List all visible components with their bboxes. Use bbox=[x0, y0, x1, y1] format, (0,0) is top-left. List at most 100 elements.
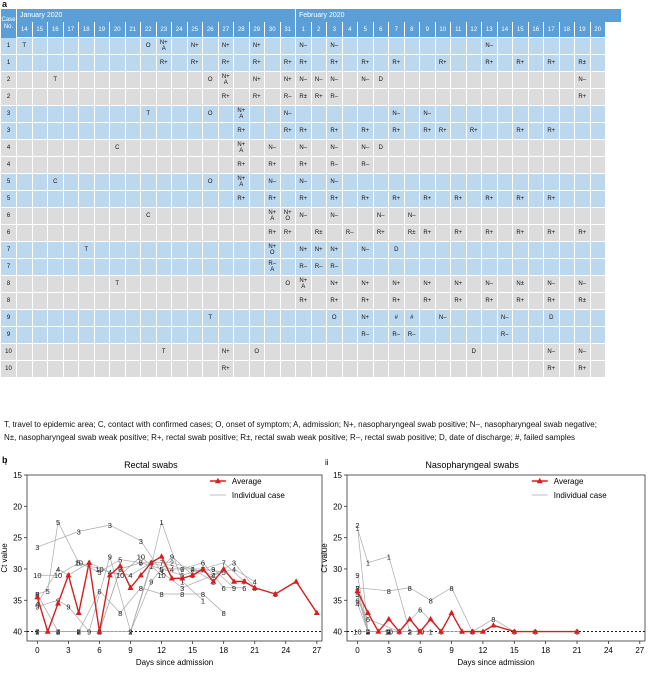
table-cell: N– bbox=[404, 208, 420, 225]
table-cell bbox=[187, 276, 203, 293]
x-tick-label: 24 bbox=[604, 646, 613, 655]
table-cell bbox=[513, 106, 529, 123]
table-cell bbox=[156, 327, 172, 344]
table-cell bbox=[389, 208, 405, 225]
table-cell: N+ bbox=[311, 242, 327, 259]
table-cell: N– bbox=[280, 106, 296, 123]
table-cell bbox=[466, 140, 482, 157]
table-cell bbox=[590, 208, 606, 225]
table-row: 6 R+ R+ R± R– R+ R± R+ R+ R+ R+ R+ R+ bbox=[1, 225, 638, 242]
table-cell: N– bbox=[327, 72, 343, 89]
y-tick-label: 25 bbox=[333, 534, 342, 543]
table-cell bbox=[280, 293, 296, 310]
table-cell bbox=[234, 344, 250, 361]
table-cell bbox=[125, 89, 141, 106]
table-cell bbox=[528, 174, 544, 191]
average-point bbox=[106, 572, 113, 578]
table-cell bbox=[94, 208, 110, 225]
case-number-header: Case No. bbox=[1, 9, 17, 38]
table-cell bbox=[373, 310, 389, 327]
table-cell bbox=[544, 140, 560, 157]
average-point bbox=[375, 628, 382, 634]
table-cell bbox=[404, 242, 420, 259]
average-point bbox=[34, 593, 41, 600]
table-cell: R+ bbox=[296, 191, 312, 208]
table-cell: R+ bbox=[544, 361, 560, 378]
table-cell: R+ bbox=[311, 89, 327, 106]
table-cell: R+ bbox=[327, 191, 343, 208]
individual-case-line bbox=[37, 587, 224, 632]
table-cell bbox=[125, 38, 141, 55]
table-cell bbox=[63, 242, 79, 259]
table-cell bbox=[404, 106, 420, 123]
case-point-label: 5 bbox=[366, 628, 370, 637]
table-cell: N+ O bbox=[280, 208, 296, 225]
table-cell bbox=[466, 225, 482, 242]
table-cell bbox=[94, 72, 110, 89]
table-cell bbox=[156, 174, 172, 191]
day-header: 12 bbox=[466, 22, 482, 38]
table-cell bbox=[342, 276, 358, 293]
table-cell bbox=[373, 242, 389, 259]
table-cell: R+ bbox=[482, 55, 498, 72]
table-cell bbox=[234, 293, 250, 310]
case-point-label: 3 bbox=[35, 543, 39, 552]
table-cell bbox=[234, 225, 250, 242]
table-cell bbox=[32, 140, 48, 157]
table-cell bbox=[311, 123, 327, 140]
table-cell bbox=[404, 123, 420, 140]
table-cell: R+ bbox=[389, 123, 405, 140]
table-cell bbox=[48, 191, 64, 208]
table-cell: N– bbox=[482, 276, 498, 293]
table-cell bbox=[79, 276, 95, 293]
table-cell bbox=[404, 55, 420, 72]
average-point bbox=[189, 572, 196, 578]
y-tick-label: 35 bbox=[333, 596, 342, 605]
table-cell bbox=[265, 123, 281, 140]
table-cell bbox=[311, 106, 327, 123]
table-cell bbox=[187, 174, 203, 191]
table-cell: O bbox=[203, 174, 219, 191]
table-cell: N+ bbox=[187, 38, 203, 55]
table-cell: O bbox=[141, 38, 157, 55]
case-point-label: 8 bbox=[77, 628, 81, 637]
table-cell bbox=[234, 310, 250, 327]
table-cell bbox=[141, 242, 157, 259]
table-cell: R+ bbox=[435, 55, 451, 72]
table-cell bbox=[528, 55, 544, 72]
x-tick-label: 3 bbox=[66, 646, 71, 655]
table-cell bbox=[590, 225, 606, 242]
table-cell bbox=[156, 276, 172, 293]
table-cell bbox=[63, 344, 79, 361]
table-cell: R+ bbox=[358, 55, 374, 72]
table-cell bbox=[358, 225, 374, 242]
table-cell: N+ bbox=[249, 72, 265, 89]
table-row: 9 R– R– R– R– bbox=[1, 327, 638, 344]
table-cell bbox=[373, 123, 389, 140]
table-cell bbox=[48, 89, 64, 106]
table-row: 2 T O N+ A N+ N+ N– N– N– N– D N– bbox=[1, 72, 638, 89]
table-cell: N– bbox=[358, 140, 374, 157]
table-cell bbox=[203, 140, 219, 157]
table-cell: R+ bbox=[358, 191, 374, 208]
table-cell bbox=[528, 106, 544, 123]
case-point-label: 8 bbox=[408, 584, 412, 593]
table-cell bbox=[218, 242, 234, 259]
table-cell bbox=[575, 123, 591, 140]
case-point-label: 9 bbox=[366, 628, 370, 637]
table-cell bbox=[203, 208, 219, 225]
table-cell bbox=[575, 106, 591, 123]
table-cell bbox=[497, 72, 513, 89]
table-cell bbox=[342, 140, 358, 157]
day-header: 19 bbox=[575, 22, 591, 38]
table-cell bbox=[528, 242, 544, 259]
table-cell bbox=[63, 225, 79, 242]
table-cell bbox=[435, 174, 451, 191]
table-cell bbox=[327, 106, 343, 123]
case-number: 6 bbox=[1, 225, 17, 242]
case-point-label: 2 bbox=[170, 559, 174, 568]
table-row: 5 R+ R+ R+ R+ R+ R+ R+ R+ R+ R+ R+ bbox=[1, 191, 638, 208]
case-point-label: 5 bbox=[355, 590, 359, 599]
table-cell bbox=[342, 123, 358, 140]
table-cell bbox=[172, 344, 188, 361]
